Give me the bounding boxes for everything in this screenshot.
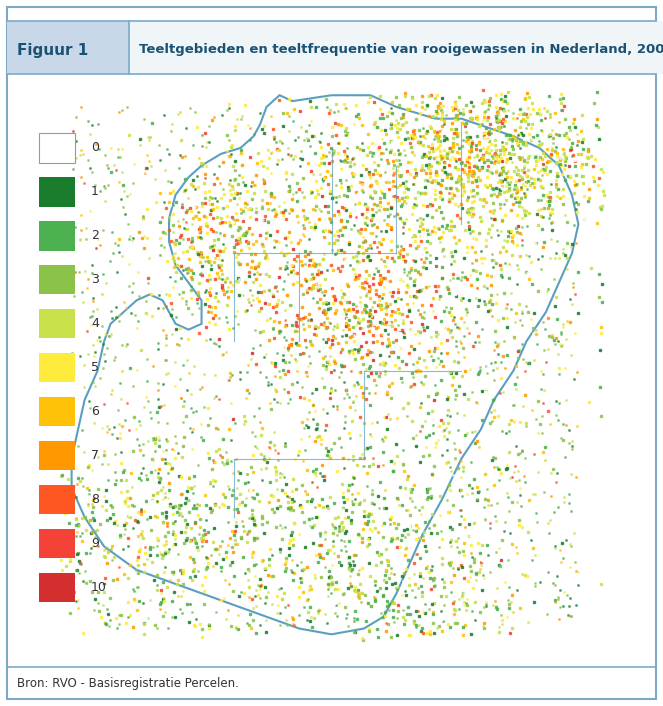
Text: 5: 5 bbox=[91, 361, 99, 374]
Bar bbox=[39, 265, 75, 294]
Text: 4: 4 bbox=[91, 317, 99, 330]
Bar bbox=[39, 221, 75, 251]
Bar bbox=[39, 353, 75, 383]
Text: 9: 9 bbox=[91, 537, 99, 550]
Text: Teeltgebieden en teeltfrequentie van rooigewassen in Nederland, 2005-2014: Teeltgebieden en teeltfrequentie van roo… bbox=[139, 43, 663, 56]
Bar bbox=[39, 309, 75, 338]
Bar bbox=[39, 397, 75, 426]
Bar bbox=[39, 133, 75, 162]
Bar bbox=[39, 177, 75, 207]
Text: 8: 8 bbox=[91, 493, 99, 506]
Text: Figuur 1: Figuur 1 bbox=[17, 43, 88, 59]
Polygon shape bbox=[72, 95, 578, 634]
Bar bbox=[39, 485, 75, 514]
Text: 3: 3 bbox=[91, 273, 99, 287]
Text: 6: 6 bbox=[91, 405, 99, 418]
Text: 10: 10 bbox=[91, 581, 107, 594]
Text: 1: 1 bbox=[91, 186, 99, 198]
Text: 2: 2 bbox=[91, 229, 99, 242]
Text: 7: 7 bbox=[91, 449, 99, 462]
Text: 0: 0 bbox=[91, 141, 99, 155]
Bar bbox=[39, 441, 75, 470]
Text: Bron: RVO - Basisregistratie Percelen.: Bron: RVO - Basisregistratie Percelen. bbox=[17, 677, 239, 690]
Bar bbox=[39, 529, 75, 558]
Bar bbox=[39, 573, 75, 602]
